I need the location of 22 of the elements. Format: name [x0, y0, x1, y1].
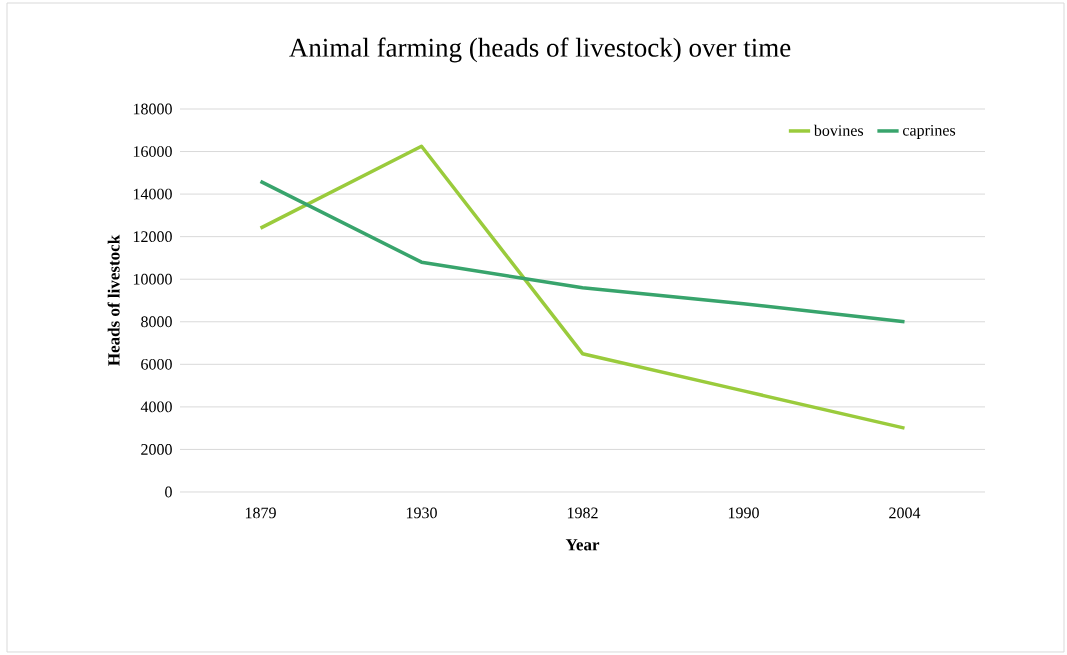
y-axis-title: Heads of livestock [107, 234, 120, 366]
y-tick-label: 6000 [141, 358, 172, 370]
y-tick-label: 18000 [133, 103, 172, 115]
line-series [258, 144, 907, 430]
x-tick-label: 1982 [567, 507, 598, 519]
x-tick-label: 1879 [245, 507, 276, 519]
y-tick-label: 10000 [133, 273, 172, 285]
legend-label: bovines [813, 124, 864, 136]
chart-title: Animal farming (heads of livestock) over time [289, 37, 791, 63]
line-series [258, 179, 907, 324]
y-tick-label: 0 [165, 486, 172, 498]
x-tick-label: 1930 [406, 507, 437, 519]
x-tick-label: 1990 [728, 507, 759, 519]
y-tick-label: 8000 [141, 316, 172, 328]
y-tick-label: 14000 [133, 188, 172, 200]
y-tick-label: 12000 [133, 231, 172, 243]
x-tick-label: 2004 [889, 507, 921, 519]
y-tick-label: 2000 [141, 444, 172, 455]
x-axis-title: Year [565, 539, 600, 551]
legend-label: caprines [902, 124, 956, 139]
y-tick-label: 16000 [133, 146, 172, 157]
y-tick-label: 4000 [140, 401, 172, 413]
